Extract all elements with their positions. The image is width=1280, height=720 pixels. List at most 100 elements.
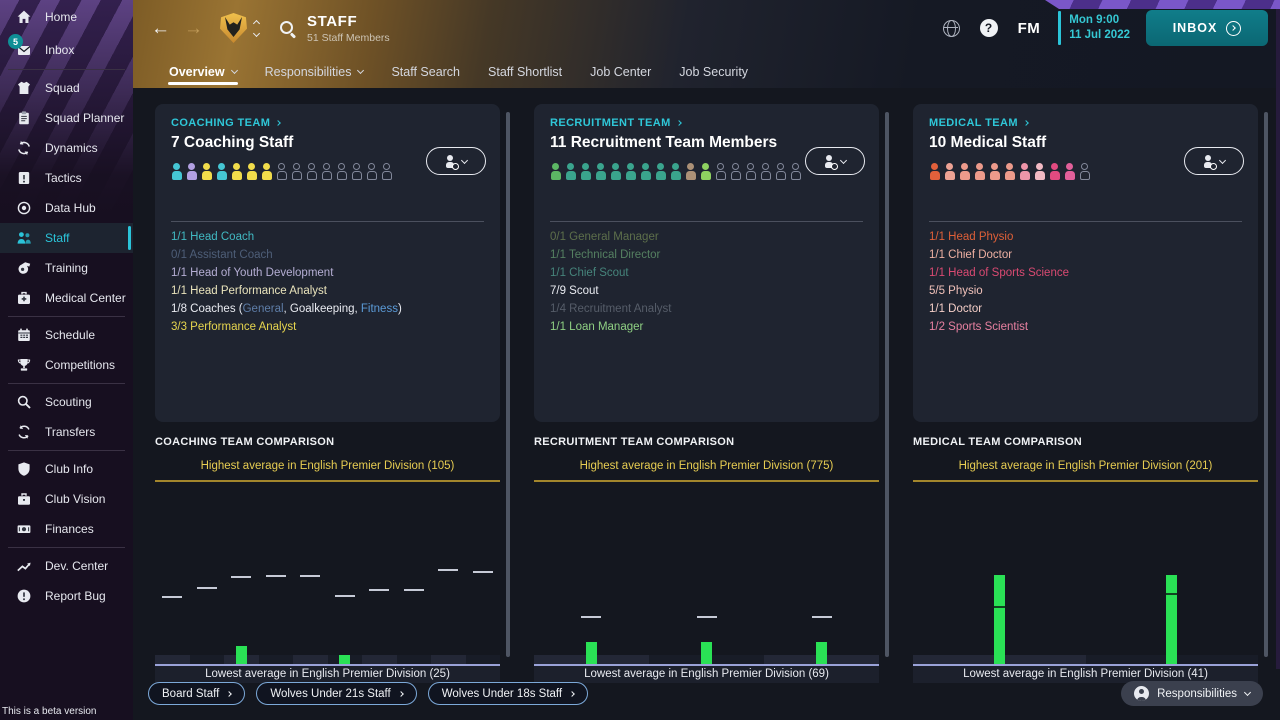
sidebar-item-squad[interactable]: Squad <box>0 73 133 103</box>
column-scrollbar[interactable] <box>885 112 889 657</box>
role-text: 3/3 Performance Analyst <box>171 321 297 333</box>
role-list-item[interactable]: 1/1 Technical Director <box>550 246 863 264</box>
tab-job-security[interactable]: Job Security <box>665 56 762 88</box>
role-text: 7/9 Scout <box>550 285 599 297</box>
search-icon[interactable] <box>279 20 296 37</box>
role-list-item[interactable]: 3/3 Performance Analyst <box>171 318 484 336</box>
sidebar-item-tactics[interactable]: Tactics <box>0 163 133 193</box>
team-column-coaching-team: COACHING TEAM 7 Coaching Staff 1/1 Head Co… <box>155 104 510 683</box>
sidebar-item-staff[interactable]: Staff <box>0 223 133 253</box>
tab-staff-search[interactable]: Staff Search <box>377 56 474 88</box>
footer-button-label: Board Staff <box>162 687 220 700</box>
league-average-marker <box>403 589 424 591</box>
role-list-item[interactable]: 1/1 Chief Scout <box>550 264 863 282</box>
team-section-link[interactable]: MEDICAL TEAM <box>929 117 1242 129</box>
sidebar-item-schedule[interactable]: Schedule <box>0 320 133 350</box>
inbox-button[interactable]: INBOX <box>1146 10 1268 46</box>
sidebar-item-data-hub[interactable]: Data Hub <box>0 193 133 223</box>
sidebar-item-label: Data Hub <box>45 201 96 215</box>
competitions-icon <box>15 357 32 374</box>
role-list-item[interactable]: 1/1 Head of Sports Science <box>929 264 1242 282</box>
staff-filled-icon <box>171 163 182 180</box>
role-list-item[interactable]: 1/1 Head of Youth Development <box>171 264 484 282</box>
sidebar-item-dev-center[interactable]: Dev. Center <box>0 551 133 581</box>
inbox-icon: 5 <box>8 34 32 58</box>
league-average-marker <box>811 616 832 618</box>
back-icon[interactable]: ← <box>151 17 170 39</box>
role-list-item[interactable]: 1/4 Recruitment Analyst <box>550 300 863 318</box>
club-average-bar <box>701 642 712 664</box>
tab-staff-shortlist[interactable]: Staff Shortlist <box>474 56 576 88</box>
role-list-item[interactable]: 7/9 Scout <box>550 282 863 300</box>
column-scrollbar[interactable] <box>506 112 510 657</box>
sidebar-item-label: Transfers <box>45 425 96 439</box>
add-staff-dropdown-button[interactable] <box>805 147 865 175</box>
column-scrollbar[interactable] <box>1264 112 1268 657</box>
role-list-item[interactable]: 1/1 Head Coach <box>171 228 484 246</box>
sidebar-item-report-bug[interactable]: Report Bug <box>0 581 133 611</box>
role-list-item[interactable]: 0/1 General Manager <box>550 228 863 246</box>
sidebar-item-squad-planner[interactable]: Squad Planner <box>0 103 133 133</box>
role-text: 1/1 Head Physio <box>929 231 1014 243</box>
club-switcher-chevrons-icon[interactable] <box>252 19 261 37</box>
footer-button-wolves-under-21s-staff[interactable]: Wolves Under 21s Staff <box>256 682 417 705</box>
sidebar-item-medical-center[interactable]: Medical Center <box>0 283 133 313</box>
staff-filled-icon <box>700 163 711 180</box>
role-list-item[interactable]: 1/1 Head Performance Analyst <box>171 282 484 300</box>
sidebar-item-home[interactable]: Home <box>0 0 133 33</box>
role-list-item[interactable]: 0/1 Assistant Coach <box>171 246 484 264</box>
role-text: , <box>283 303 290 315</box>
responsibilities-button[interactable]: Responsibilities <box>1121 681 1263 706</box>
comparison-heading: COACHING TEAM COMPARISON <box>155 436 335 448</box>
role-list-item[interactable]: 1/2 Sports Scientist <box>929 318 1242 336</box>
team-section-link[interactable]: RECRUITMENT TEAM <box>550 117 863 129</box>
chevron-right-icon <box>397 690 404 697</box>
staff-filled-icon <box>989 163 1000 180</box>
globe-icon[interactable] <box>942 19 960 37</box>
tab-job-center[interactable]: Job Center <box>576 56 665 88</box>
role-list-item[interactable]: 1/8 Coaches (General, Goalkeeping, Fitne… <box>171 300 484 318</box>
page-title: STAFF <box>307 12 358 30</box>
staff-filled-icon <box>670 163 681 180</box>
home-icon <box>15 8 32 25</box>
sidebar-item-club-vision[interactable]: Club Vision <box>0 484 133 514</box>
role-list-item[interactable]: 1/1 Head Physio <box>929 228 1242 246</box>
tab-overview[interactable]: Overview <box>155 56 251 88</box>
decor-right-edge <box>1276 9 1280 669</box>
help-icon[interactable] <box>979 19 998 37</box>
footer-button-board-staff[interactable]: Board Staff <box>148 682 246 705</box>
comparison-lowest-label: Lowest average in English Premier Divisi… <box>155 666 500 683</box>
add-staff-dropdown-button[interactable] <box>426 147 486 175</box>
tab-responsibilities[interactable]: Responsibilities <box>251 56 378 88</box>
role-list-item[interactable]: 1/1 Chief Doctor <box>929 246 1242 264</box>
sidebar-item-dynamics[interactable]: Dynamics <box>0 133 133 163</box>
tab-label: Staff Search <box>391 65 461 79</box>
forward-icon[interactable]: → <box>184 17 203 39</box>
role-list-item[interactable]: 5/5 Physio <box>929 282 1242 300</box>
footer-buttons: Board Staff Wolves Under 21s Staff Wolves … <box>148 682 589 705</box>
role-list-item[interactable]: 1/1 Doctor <box>929 300 1242 318</box>
sidebar-item-inbox[interactable]: 5 Inbox <box>0 33 133 66</box>
league-average-marker <box>369 589 390 591</box>
team-section-label: RECRUITMENT TEAM <box>550 117 671 129</box>
sidebar-divider <box>8 69 125 70</box>
team-column-medical-team: MEDICAL TEAM 10 Medical Staff 1/1 Head Phy… <box>913 104 1268 683</box>
league-average-marker <box>162 596 183 598</box>
staff-filled-icon <box>201 163 212 180</box>
chart-column-strip <box>293 655 328 664</box>
add-staff-dropdown-button[interactable] <box>1184 147 1244 175</box>
sidebar-item-club-info[interactable]: Club Info <box>0 454 133 484</box>
sidebar-item-training[interactable]: Training <box>0 253 133 283</box>
team-card-title: 7 Coaching Staff <box>171 134 294 151</box>
role-list-item[interactable]: 1/1 Loan Manager <box>550 318 863 336</box>
club-average-bar <box>339 655 351 664</box>
sidebar-item-finances[interactable]: Finances <box>0 514 133 544</box>
sidebar-item-competitions[interactable]: Competitions <box>0 350 133 380</box>
sidebar-item-label: Dev. Center <box>45 559 109 573</box>
team-section-link[interactable]: COACHING TEAM <box>171 117 484 129</box>
club-badge[interactable] <box>220 13 247 43</box>
footer-button-wolves-under-18s-staff[interactable]: Wolves Under 18s Staff <box>427 682 589 705</box>
sidebar-item-scouting[interactable]: Scouting <box>0 387 133 417</box>
role-text: 1/2 Sports Scientist <box>929 321 1029 333</box>
sidebar-item-transfers[interactable]: Transfers <box>0 417 133 447</box>
